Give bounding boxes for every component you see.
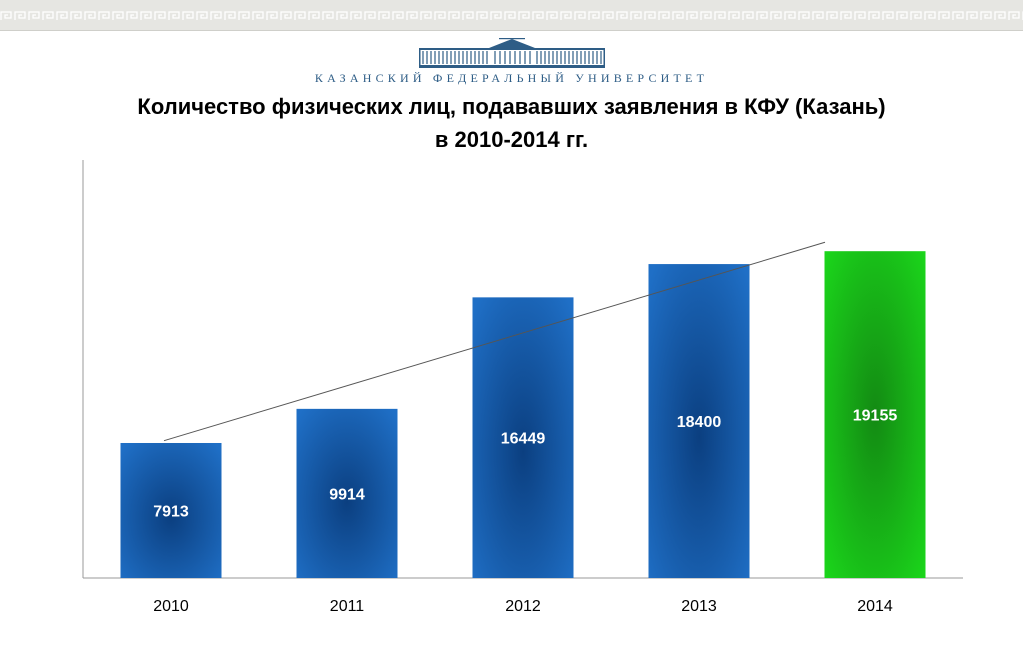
top-decorative-band: [0, 0, 1023, 31]
labels-group: 7913 2010 9914 2011 16449 2012 18400 2013 19155 2…: [153, 408, 897, 615]
x-tick-label-2010: 2010: [153, 598, 189, 615]
bars-group: [120, 251, 926, 578]
data-label-2010: 7913: [153, 503, 189, 520]
greek-key-border: [0, 11, 1023, 21]
data-label-2013: 18400: [677, 414, 722, 431]
chart-subtitle: в 2010-2014 гг.: [434, 127, 589, 152]
x-tick-label-2012: 2012: [505, 598, 541, 615]
chart-title-line: Количество физических лиц, подававших за…: [137, 94, 886, 119]
university-name: КАЗАНСКИЙ ФЕДЕРАЛЬНЫЙ УНИВЕРСИТЕТ: [314, 71, 709, 85]
x-tick-label-2014: 2014: [857, 598, 893, 615]
x-tick-label-2011: 2011: [330, 598, 365, 615]
university-building-icon: [419, 38, 605, 68]
bar-2010: [120, 442, 222, 578]
bar-2012: [472, 297, 574, 578]
bar-2011: [296, 408, 398, 578]
chart-title: Количество физических лиц, подававших за…: [0, 90, 1023, 156]
trendline: [163, 241, 826, 442]
data-label-2012: 16449: [501, 431, 546, 448]
x-tick-label-2013: 2013: [681, 598, 717, 615]
data-label-2014: 19155: [853, 408, 898, 425]
bar-2013: [648, 264, 750, 578]
bar-2014: [824, 251, 926, 578]
data-label-2011: 9914: [329, 486, 365, 503]
